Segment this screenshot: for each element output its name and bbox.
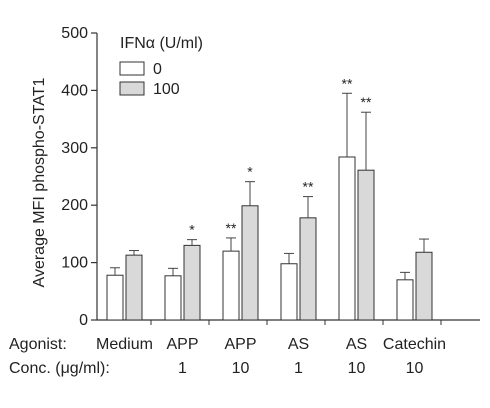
bar-series-100 <box>299 217 317 321</box>
significance-label: ** <box>226 220 237 236</box>
agonist-label: AS <box>346 336 367 353</box>
agonist-row-label: Agonist: <box>9 336 67 353</box>
conc-label: 1 <box>294 360 303 377</box>
significance-label: ** <box>342 75 353 91</box>
bar-series-100 <box>183 244 201 321</box>
agonist-label: Catechin <box>383 336 446 353</box>
bar-series-0 <box>280 263 298 321</box>
bar-series-100 <box>415 251 433 321</box>
bar-series-0 <box>164 275 182 321</box>
bar-series-0 <box>222 250 240 321</box>
bar-series-100 <box>357 169 375 321</box>
y-axis-title: Average MFI phospho-STAT1 <box>31 77 48 287</box>
y-tick-label: 500 <box>61 25 88 42</box>
legend-entry: 0 <box>153 61 162 78</box>
bar-series-0 <box>396 279 414 321</box>
legend-title: IFNα (U/ml) <box>120 35 203 52</box>
bar-series-100 <box>241 205 259 321</box>
legend-swatch-100 <box>119 81 145 96</box>
chart-axes: 0 100 200 300 400 500 Average MFI phospho-STAT… <box>31 25 480 329</box>
category-labels: Agonist: Conc. (μg/ml): Medium APP 1 APP 10 AS 1… <box>9 336 446 377</box>
chart-legend: IFNα (U/ml) 0 100 <box>119 35 203 98</box>
legend-swatch-0 <box>119 61 145 76</box>
conc-label: 10 <box>348 360 366 377</box>
y-tick-label: 200 <box>61 197 88 214</box>
legend-entry: 100 <box>153 81 180 98</box>
agonist-label: APP <box>166 336 198 353</box>
agonist-label: AS <box>288 336 309 353</box>
y-tick-label: 400 <box>61 82 88 99</box>
significance-label: ** <box>303 179 314 195</box>
significance-label: * <box>247 164 253 180</box>
y-tick-label: 100 <box>61 255 88 272</box>
bar-series-0 <box>106 274 124 321</box>
conc-row-label: Conc. (μg/ml): <box>9 360 110 377</box>
y-tick-label: 300 <box>61 140 88 157</box>
y-tick-label: 0 <box>79 312 88 329</box>
significance-label: ** <box>361 94 372 110</box>
conc-label: 1 <box>178 360 187 377</box>
conc-label: 10 <box>232 360 250 377</box>
conc-label: 10 <box>406 360 424 377</box>
bar-group: ********** <box>106 75 433 321</box>
agonist-label: Medium <box>96 336 153 353</box>
significance-label: * <box>189 222 195 238</box>
agonist-label: APP <box>224 336 256 353</box>
bar-series-100 <box>125 254 143 321</box>
bar-series-0 <box>338 156 356 321</box>
